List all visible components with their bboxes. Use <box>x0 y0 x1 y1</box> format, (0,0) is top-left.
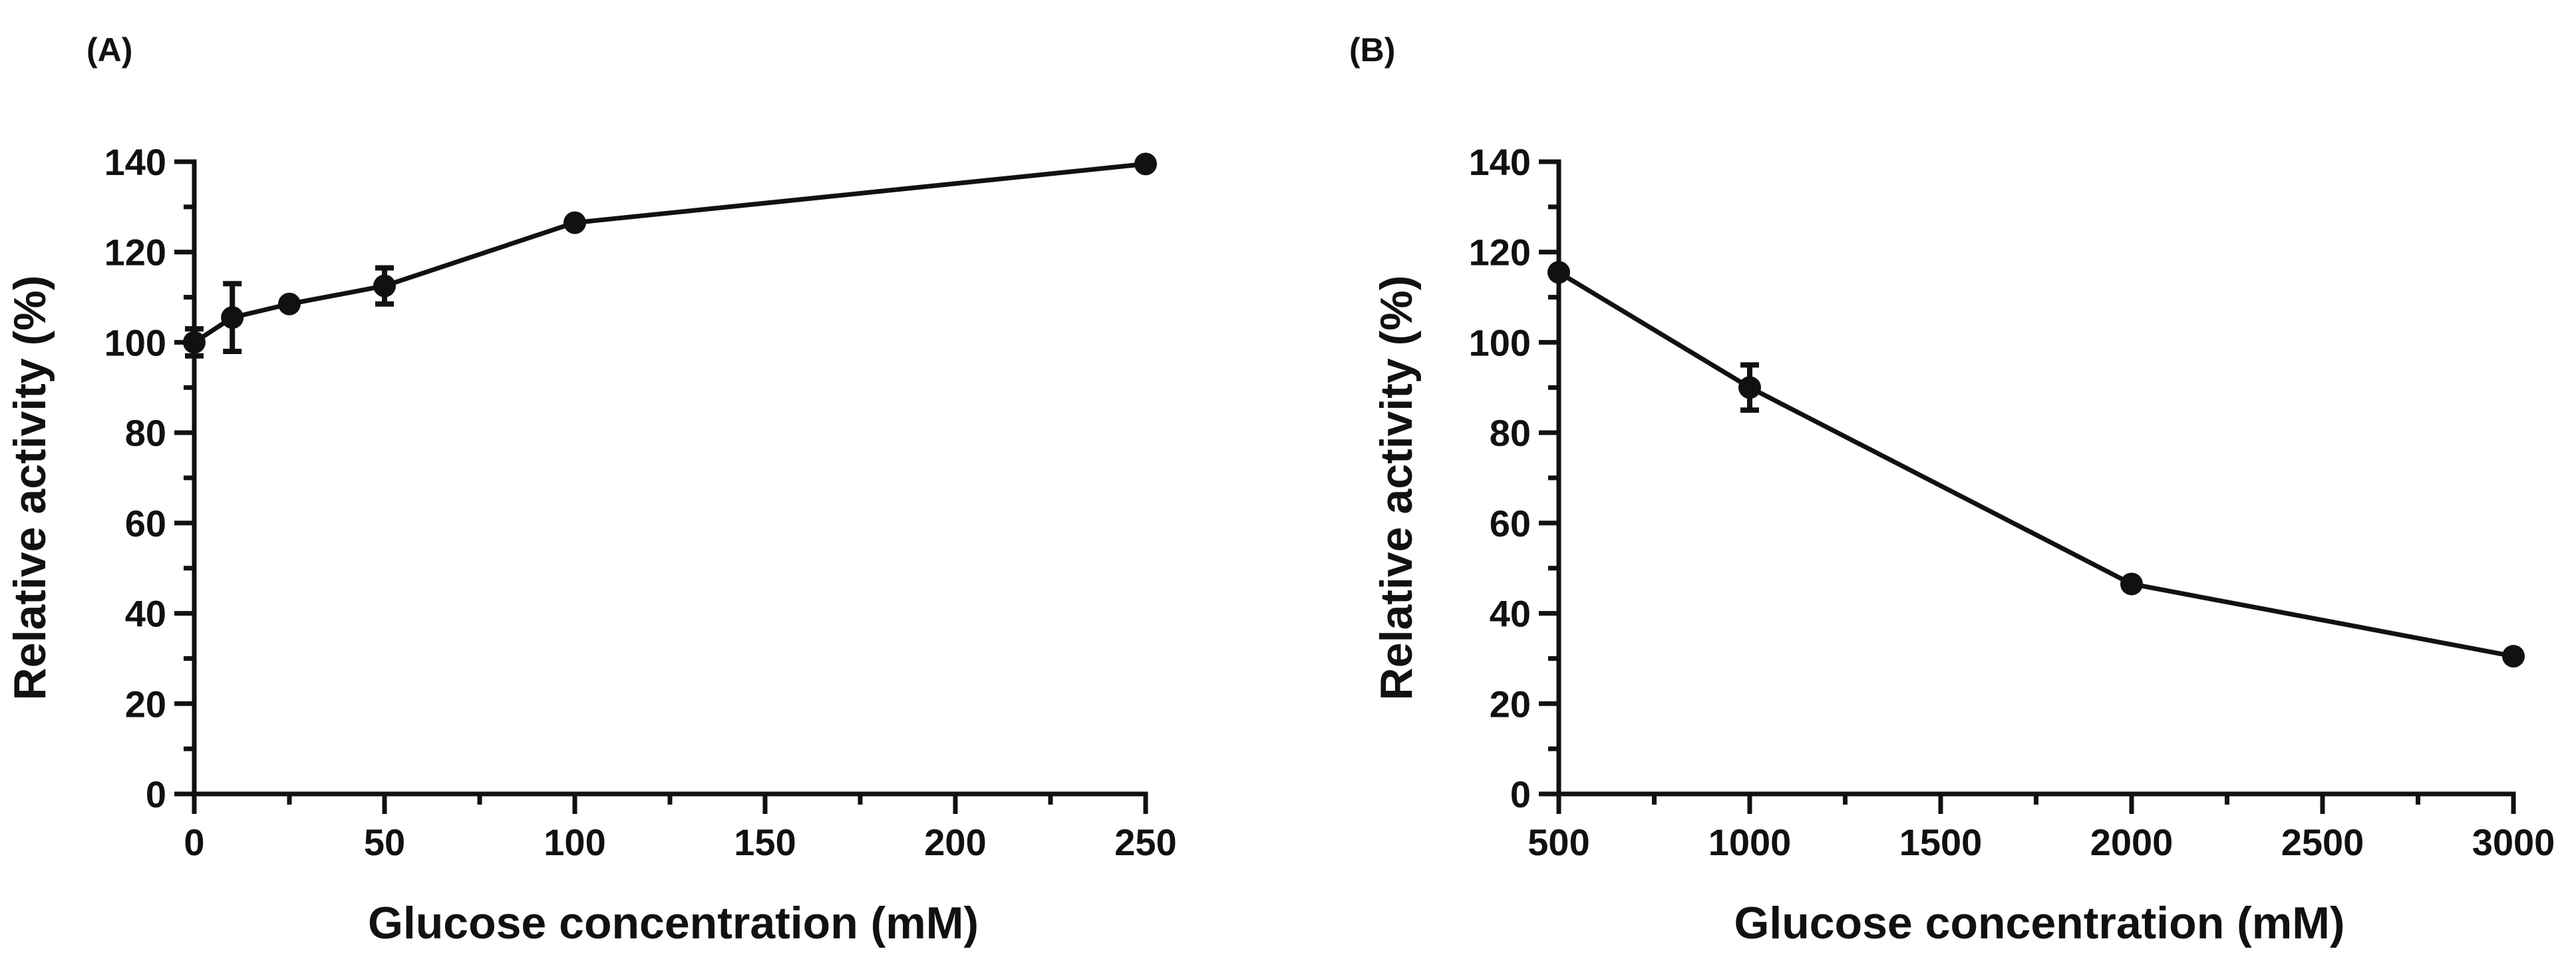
y-tick-label: 0 <box>1510 773 1531 815</box>
x-axis-title-b: Glucose concentration (mM) <box>1734 898 2344 948</box>
y-tick-label: 100 <box>1469 321 1531 363</box>
panel-label-b: (B) <box>1349 31 1395 69</box>
data-point <box>373 274 396 297</box>
x-tick-label: 200 <box>924 821 986 863</box>
x-axis-title-a: Glucose concentration (mM) <box>368 898 979 948</box>
x-tick-label: 1500 <box>1899 821 1983 863</box>
x-tick-label: 500 <box>1528 821 1589 863</box>
y-tick-label: 120 <box>104 232 166 274</box>
x-tick-label: 1000 <box>1708 821 1792 863</box>
x-tick-label: 2000 <box>2090 821 2174 863</box>
data-point <box>564 211 586 234</box>
x-tick-label: 3000 <box>2472 821 2555 863</box>
series-line-a <box>193 161 1146 345</box>
y-tick-label: 20 <box>125 683 166 725</box>
data-point <box>1547 261 1570 284</box>
y-axis-title-b: Relative activity (%) <box>1371 276 1422 701</box>
panel-b: (B) 0 20 40 60 80 100 120 140 500 1000 1500 2000 2500… <box>1349 31 2555 948</box>
y-tick-label: 120 <box>1469 232 1531 274</box>
data-point <box>1738 376 1761 399</box>
y-tick-label: 40 <box>1490 593 1531 635</box>
y-tick-label: 140 <box>1469 141 1531 183</box>
data-point <box>221 306 244 329</box>
x-tick-label: 2500 <box>2281 821 2364 863</box>
data-point <box>278 292 301 315</box>
panel-a: (A) 0 20 40 60 80 100 120 140 0 50 100 150 200 250 Gluc… <box>5 31 1177 948</box>
x-tick-label: 100 <box>544 821 605 863</box>
data-point <box>1134 152 1157 176</box>
y-tick-label: 60 <box>125 502 166 544</box>
y-tick-label: 100 <box>104 321 166 363</box>
x-tick-label: 0 <box>184 821 204 863</box>
data-point <box>183 331 206 354</box>
y-tick-label: 40 <box>125 593 166 635</box>
y-tick-label: 60 <box>1490 502 1531 544</box>
x-tick-label: 50 <box>364 821 405 863</box>
data-point <box>2502 645 2525 668</box>
y-axis-title-a: Relative activity (%) <box>5 276 55 701</box>
panel-label-a: (A) <box>86 31 132 69</box>
series-line-b <box>1557 270 2514 659</box>
y-tick-label: 80 <box>125 412 166 454</box>
data-point <box>2120 572 2143 596</box>
x-tick-label: 250 <box>1114 821 1176 863</box>
y-tick-label: 80 <box>1490 412 1531 454</box>
y-tick-label: 20 <box>1490 683 1531 725</box>
y-tick-label: 0 <box>146 773 166 815</box>
y-tick-label: 140 <box>104 141 166 183</box>
x-tick-label: 150 <box>734 821 796 863</box>
